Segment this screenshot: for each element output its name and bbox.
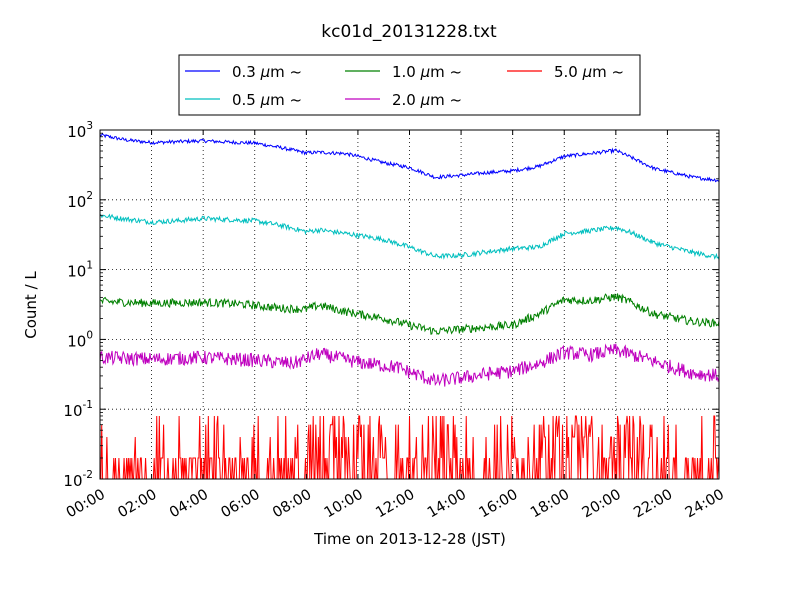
x-tick-label: 12:00 (373, 487, 417, 522)
legend-label: 0.3 μm ~ (232, 63, 302, 81)
y-axis-ticks: 10-2 10-1 100 101 102 103 (63, 120, 719, 490)
x-tick-label: 00:00 (64, 487, 108, 522)
y-tick-label: 100 (67, 329, 93, 350)
chart-title: kc01d_20131228.txt (321, 22, 497, 42)
legend: 0.3 μm ~ 0.5 μm ~ 1.0 μm ~ 2.0 μm ~ 5.0 μm ~ (178, 54, 641, 116)
series-line (100, 415, 720, 480)
x-tick-label: 06:00 (219, 487, 263, 522)
plot-frame (99, 129, 720, 480)
x-tick-label: 20:00 (580, 487, 624, 522)
legend-label: 1.0 μm ~ (392, 63, 462, 81)
x-tick-label: 22:00 (631, 487, 675, 522)
x-tick-label: 18:00 (528, 487, 572, 522)
y-tick-label: 103 (67, 120, 93, 141)
y-tick-label: 101 (67, 260, 93, 281)
y-tick-label: 10-2 (63, 469, 93, 490)
legend-label: 5.0 μm ~ (554, 63, 624, 81)
x-tick-label: 04:00 (167, 487, 211, 522)
y-tick-label: 102 (67, 190, 93, 211)
series-line (99, 132, 720, 183)
x-tick-label: 02:00 (115, 487, 159, 522)
x-tick-label: 16:00 (476, 487, 520, 522)
x-tick-label: 14:00 (425, 487, 469, 522)
x-tick-label: 10:00 (322, 487, 366, 522)
y-tick-label: 10-1 (63, 399, 93, 420)
series-line (99, 343, 720, 387)
series-line (99, 293, 720, 335)
x-axis-label: Time on 2013-12-28 (JST) (313, 530, 506, 548)
legend-box (178, 54, 641, 116)
legend-label: 2.0 μm ~ (392, 91, 462, 109)
y-axis-label: Count / L (22, 271, 40, 339)
x-tick-label: 08:00 (270, 487, 314, 522)
legend-label: 0.5 μm ~ (232, 91, 302, 109)
series-line (99, 213, 720, 260)
x-tick-label: 24:00 (683, 487, 727, 522)
